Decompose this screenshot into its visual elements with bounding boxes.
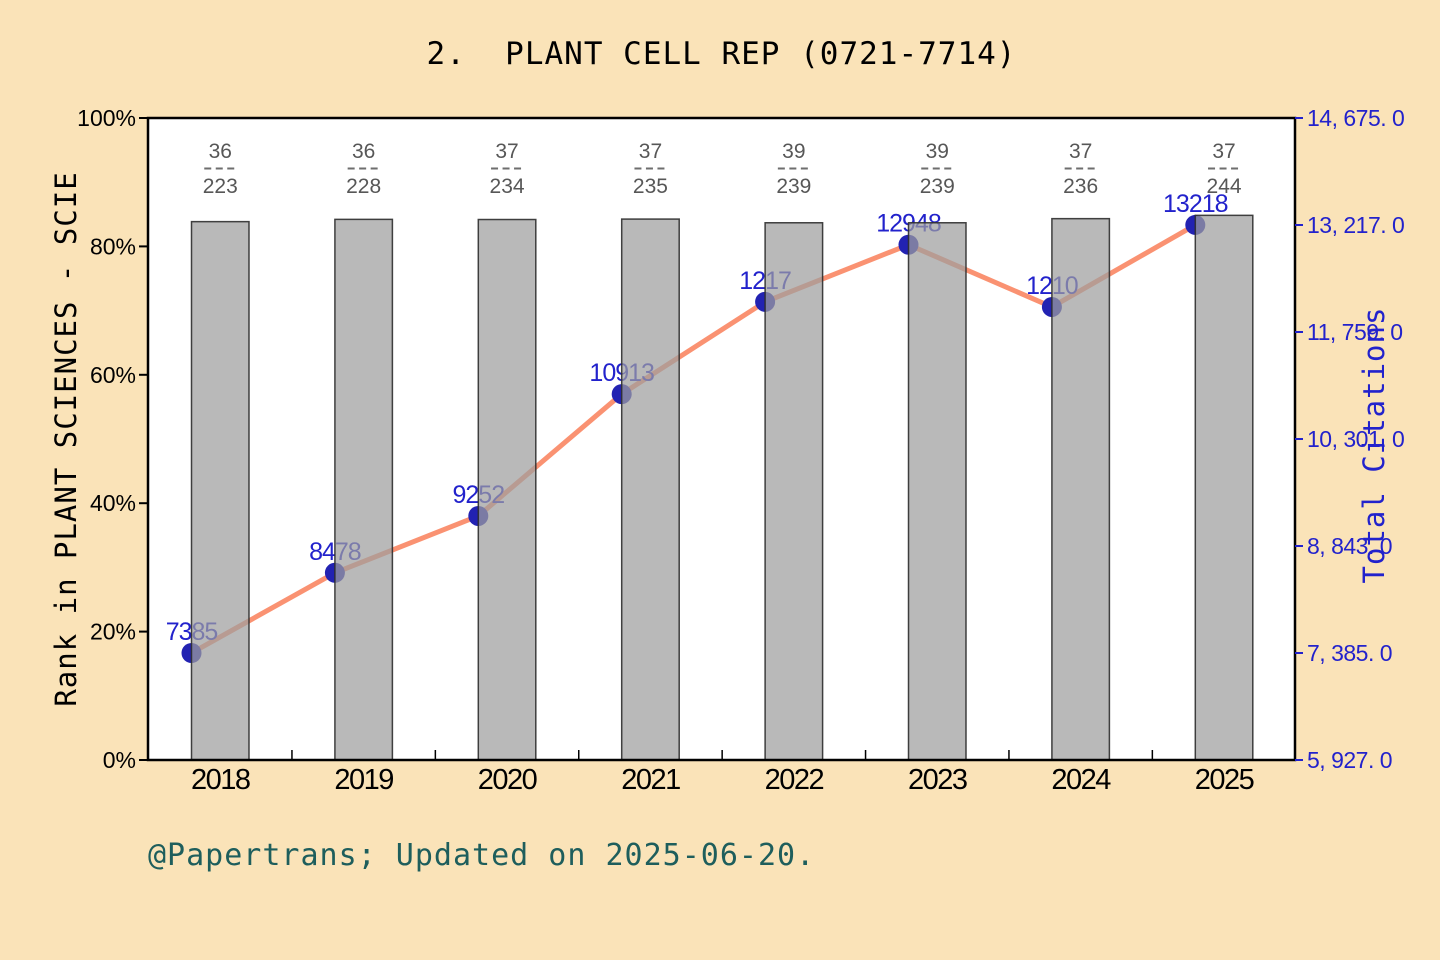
rank-numerator: 37 (1069, 140, 1092, 163)
right-tick-label: 5, 927. 0 (1307, 747, 1392, 773)
left-tick-label: 80% (90, 233, 136, 259)
rank-numerator: 37 (639, 140, 662, 163)
x-tick-label: 2024 (1051, 764, 1111, 796)
rank-denominator: 239 (920, 175, 955, 198)
rank-numerator: 37 (495, 140, 518, 163)
watermark-text: @Papertrans; Updated on 2025-06-20. (148, 838, 816, 873)
x-tick-label: 2020 (478, 764, 537, 796)
rank-numerator: 39 (926, 140, 949, 163)
chart-title: 2. PLANT CELL REP (0721-7714) (426, 36, 1017, 72)
rank-denominator: 223 (203, 175, 238, 198)
rank-numerator: 36 (209, 140, 232, 163)
rank-bar (907, 222, 967, 761)
left-tick-label: 0% (103, 747, 136, 773)
rank-denominator: 239 (776, 175, 811, 198)
rank-bar (1194, 214, 1254, 761)
rank-bar (1051, 217, 1111, 761)
rank-numerator: 36 (352, 140, 375, 163)
x-tick-label: 2022 (765, 764, 824, 796)
left-tick-label: 20% (90, 619, 136, 645)
rank-denominator: 228 (346, 175, 381, 198)
left-tick-label: 100% (77, 105, 136, 131)
rank-denominator: 234 (490, 175, 525, 198)
rank-denominator: 236 (1063, 175, 1098, 198)
x-tick-label: 2023 (908, 764, 967, 796)
rank-bar (764, 222, 824, 761)
rank-denominator: 244 (1207, 175, 1242, 198)
right-tick-label: 8, 843. 0 (1307, 533, 1392, 559)
rank-numerator: 39 (782, 140, 805, 163)
right-tick-label: 10, 301. 0 (1307, 426, 1404, 452)
plot-background (148, 118, 1295, 760)
left-tick-label: 40% (90, 490, 136, 516)
citation-value-label: 13218 (1163, 190, 1228, 218)
rank-bar (620, 218, 680, 761)
x-tick-label: 2021 (621, 764, 680, 796)
x-tick-label: 2019 (334, 764, 393, 796)
x-tick-label: 2025 (1195, 764, 1254, 796)
rank-bar (477, 218, 537, 761)
rank-bar (334, 218, 394, 761)
x-tick-label: 2018 (191, 764, 250, 796)
rank-numerator: 37 (1212, 140, 1235, 163)
rank-denominator: 235 (633, 175, 668, 198)
left-tick-label: 60% (90, 362, 136, 388)
right-tick-label: 14, 675. 0 (1307, 105, 1404, 131)
right-tick-label: 7, 385. 0 (1307, 640, 1392, 666)
rank-bar (190, 220, 250, 761)
right-tick-label: 13, 217. 0 (1307, 212, 1404, 238)
right-tick-label: 11, 759. 0 (1307, 319, 1403, 345)
